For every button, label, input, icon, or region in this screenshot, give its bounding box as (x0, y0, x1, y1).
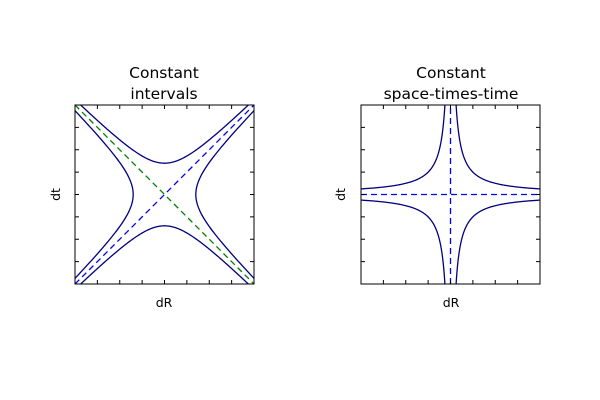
chart-2-title-line-1: Constant (416, 64, 486, 82)
chart-1-series-4-curve (75, 109, 134, 280)
chart-1-title-line-1: Constant (129, 64, 199, 82)
chart-2-series-3-curve (361, 105, 446, 190)
chart-constant-space-times-time: Constant space-times-time dR dt (333, 64, 541, 310)
chart-2-series-1-curve (455, 105, 540, 190)
chart-constant-intervals: Constant intervals dR dt (48, 64, 255, 310)
chart-1-title-line-2: intervals (130, 85, 197, 103)
chart-1-series-6-dashed-line (75, 105, 254, 284)
chart-2-title-line-2: space-times-time (384, 85, 519, 103)
chart-1-frame (74, 104, 255, 285)
chart-2-frame (360, 104, 541, 285)
chart-2-x-axis-label: dR (443, 295, 460, 310)
chart-1-series-3-curve (195, 109, 254, 280)
chart-2-plot-area (361, 105, 540, 284)
chart-2-y-axis-label: dt (333, 188, 348, 201)
chart-1-series-5-dashed-line (75, 105, 254, 284)
chart-1-y-axis-label: dt (48, 188, 63, 201)
chart-1-series-1-curve (79, 105, 250, 164)
chart-2-series-4-curve (455, 199, 540, 284)
chart-1-plot-area (75, 105, 254, 284)
chart-1-x-axis-label: dR (156, 295, 173, 310)
chart-2-series-2-curve (361, 199, 446, 284)
chart-1-series-2-curve (79, 225, 250, 284)
